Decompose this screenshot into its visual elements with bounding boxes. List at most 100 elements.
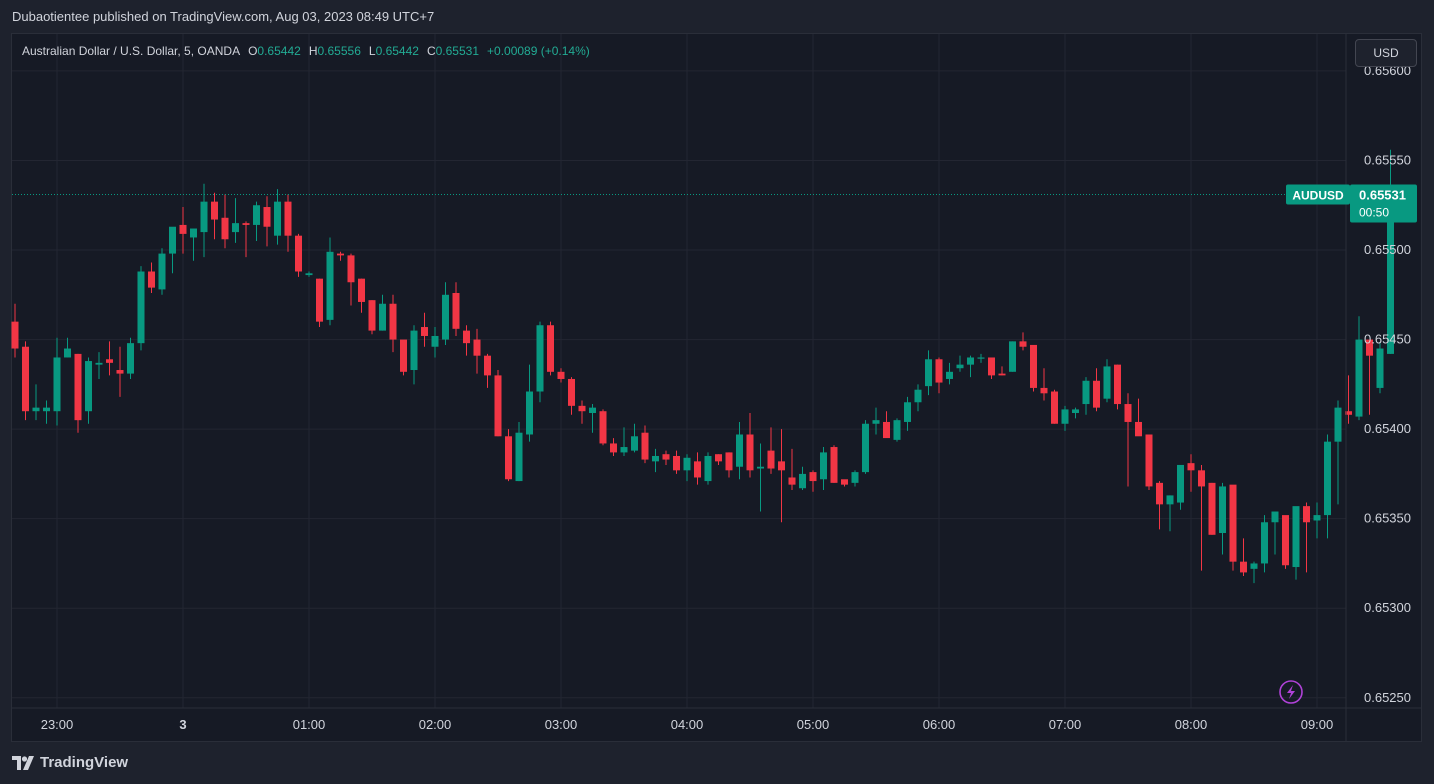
candle-body	[1103, 366, 1111, 399]
price-tick-label: 0.65550	[1364, 152, 1411, 167]
candle	[232, 198, 239, 243]
price-tag: AUDUSD 0.65531 00:50	[1286, 184, 1417, 223]
candle	[809, 470, 817, 492]
candle-body	[547, 325, 554, 372]
candle	[95, 352, 103, 379]
close-label: C	[426, 44, 436, 58]
candle-body	[1198, 470, 1205, 487]
candle-body	[64, 348, 71, 358]
candle	[715, 454, 722, 465]
candle-body	[830, 447, 838, 483]
time-tick-label: 04:00	[671, 717, 704, 732]
candle-body	[715, 454, 722, 462]
currency-button[interactable]: USD	[1355, 39, 1417, 67]
candle	[652, 448, 659, 473]
candle-body	[1376, 348, 1384, 388]
candle	[410, 325, 418, 385]
candle-body	[11, 321, 19, 349]
candle-body	[221, 217, 229, 240]
candle-body	[127, 343, 134, 374]
candle-body	[85, 361, 92, 412]
candle	[704, 452, 712, 485]
candle	[253, 201, 260, 242]
time-tick-label: 3	[179, 717, 186, 732]
time-tick-label: 05:00	[797, 717, 830, 732]
candle-body	[956, 364, 964, 369]
candle	[977, 353, 985, 363]
candle	[547, 321, 554, 376]
candle	[32, 384, 40, 421]
footer-logo[interactable]: TradingView	[12, 754, 128, 771]
candle-body	[851, 472, 859, 483]
candle-body	[1177, 464, 1184, 503]
candle-body	[137, 271, 145, 344]
candle-body	[536, 325, 544, 392]
candle-body	[1292, 506, 1300, 568]
candle	[599, 409, 607, 446]
candle	[1229, 484, 1237, 571]
candle	[1376, 343, 1384, 394]
candle	[662, 450, 670, 465]
candle-body	[820, 452, 827, 480]
candle	[872, 407, 880, 435]
candle	[116, 346, 124, 397]
candle-body	[505, 436, 512, 480]
candle	[883, 411, 890, 439]
candle-body	[1009, 341, 1016, 372]
candle	[43, 400, 50, 424]
price-tag-countdown: 00:50	[1359, 205, 1389, 219]
candle-body	[998, 373, 1006, 376]
candle	[452, 282, 460, 336]
candle-body	[967, 357, 974, 365]
candle	[1271, 511, 1279, 555]
candle	[1387, 149, 1394, 354]
candle	[200, 183, 208, 258]
candle	[851, 470, 859, 487]
candle	[22, 341, 29, 421]
price-axis[interactable]: 0.656000.655500.655000.654500.654000.653…	[1364, 63, 1411, 705]
candle	[316, 278, 323, 328]
high-label: H	[308, 44, 318, 58]
time-tick-label: 07:00	[1049, 717, 1082, 732]
candle-body	[589, 407, 596, 414]
candle	[137, 266, 145, 351]
candle-body	[421, 327, 428, 336]
alert-button[interactable]	[1279, 680, 1303, 704]
candle-body	[1135, 421, 1142, 437]
tradingview-logo-icon	[12, 755, 34, 770]
time-axis[interactable]: 23:00 3 01:00 02:00 03:00 04:00 05:00 06:00 07:0…	[12, 34, 1421, 741]
candle	[106, 341, 113, 376]
candle	[295, 233, 302, 277]
candle-body	[1072, 409, 1079, 414]
candle-body	[326, 251, 334, 320]
candle-body	[925, 359, 932, 387]
candle	[358, 278, 365, 313]
time-tick-label: 23:00	[41, 717, 74, 732]
candle-body	[893, 420, 901, 440]
candle	[1292, 506, 1300, 580]
candle	[610, 438, 617, 456]
price-tick-label: 0.65250	[1364, 690, 1411, 705]
candle-body	[211, 201, 218, 220]
candle	[221, 194, 229, 249]
candle-body	[778, 461, 785, 471]
candle	[1072, 407, 1079, 419]
candle	[1051, 389, 1058, 424]
time-tick-label: 03:00	[545, 717, 578, 732]
candle	[830, 445, 838, 483]
candle-body	[431, 335, 439, 347]
price-tag-value-box	[1350, 184, 1417, 223]
candle-body	[1124, 404, 1132, 422]
candle	[1124, 393, 1132, 487]
candle-body	[368, 300, 376, 331]
candle-body	[578, 405, 586, 412]
chart-frame[interactable]	[11, 33, 1422, 742]
candle-body	[1250, 563, 1258, 569]
candle-body	[1040, 387, 1048, 394]
candle-body	[883, 421, 890, 439]
candle	[673, 450, 680, 474]
candle-body	[1093, 380, 1100, 408]
candle-body	[610, 443, 617, 453]
candle-body	[673, 455, 680, 471]
